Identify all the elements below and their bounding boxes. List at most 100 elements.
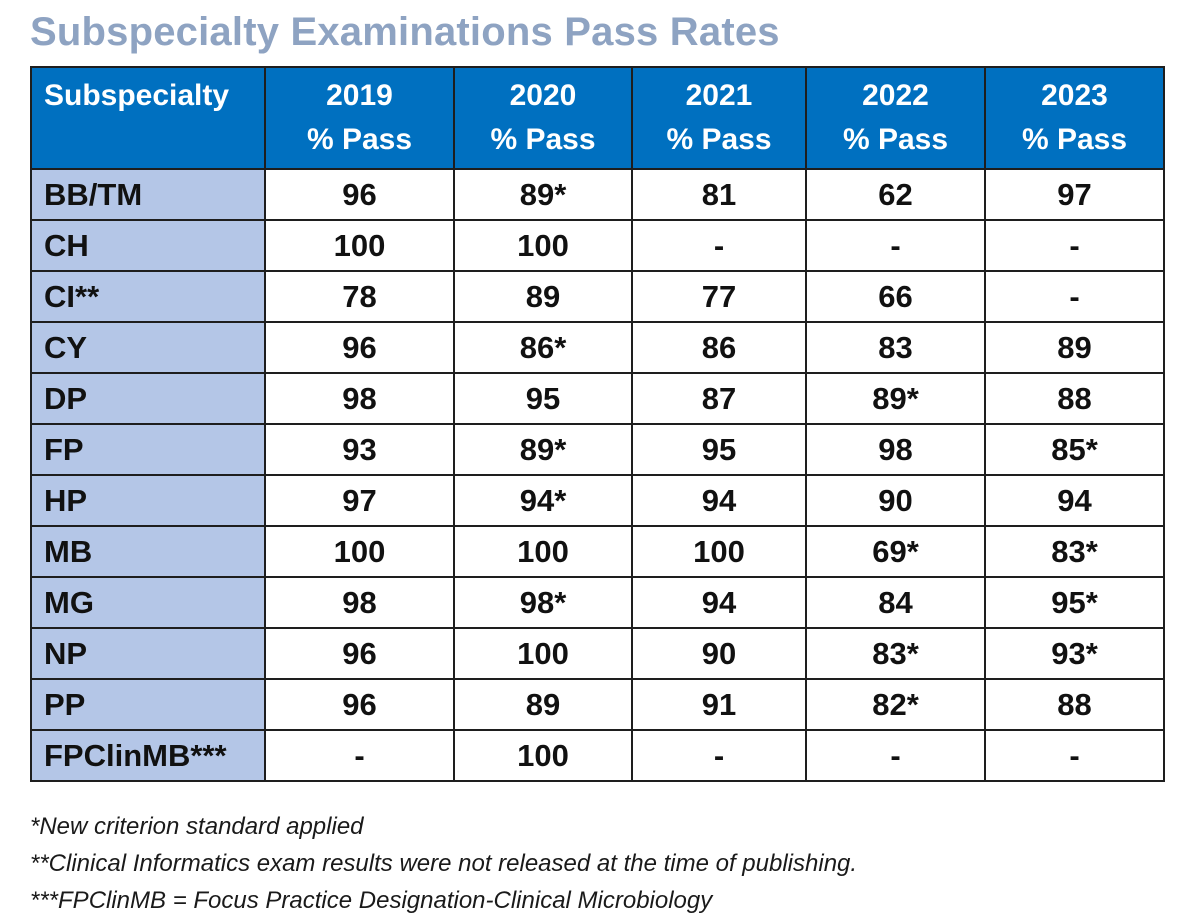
- header-2021: 2021 % Pass: [631, 66, 807, 170]
- pass-rate-cell: -: [984, 729, 1165, 782]
- pass-rate-cell: 89: [453, 270, 633, 323]
- table-row: CI** 78 89 77 66-: [30, 270, 1165, 323]
- pass-rate-cell: 95: [453, 372, 633, 425]
- header-sub: % Pass: [1021, 123, 1128, 156]
- table-row: PP 96 89 91 82* 88: [30, 678, 1165, 731]
- pass-rate-cell: 81: [631, 168, 807, 221]
- pass-rate-cell: 93*: [984, 627, 1165, 680]
- pass-rate-cell: 94: [631, 474, 807, 527]
- pass-rate-cell: 97: [264, 474, 455, 527]
- row-label: DP: [30, 372, 266, 425]
- table-row: MG 98 98* 94 84 95*: [30, 576, 1165, 629]
- header-year: 2023: [1041, 79, 1108, 112]
- pass-rate-cell: 96: [264, 627, 455, 680]
- row-label: FPClinMB***: [30, 729, 266, 782]
- pass-rate-cell: 83: [805, 321, 986, 374]
- pass-rate-cell: 83*: [984, 525, 1165, 578]
- table-row: HP 97 94* 94 90 94: [30, 474, 1165, 527]
- pass-rate-cell: 90: [805, 474, 986, 527]
- pass-rate-cell: 86*: [453, 321, 633, 374]
- pass-rate-cell: 96: [264, 168, 455, 221]
- pass-rate-cell: 95*: [984, 576, 1165, 629]
- pass-rate-cell: 90: [631, 627, 807, 680]
- table-row: MB 100 100 100 69* 83*: [30, 525, 1165, 578]
- table-header-row: Subspecialty 2019 % Pass 2020 % Pass 2021%…: [30, 66, 1165, 170]
- pass-rate-cell: 88: [984, 678, 1165, 731]
- table-row: CY 96 86* 86 83 89: [30, 321, 1165, 374]
- pass-rate-cell: 86: [631, 321, 807, 374]
- header-subspecialty: Subspecialty: [30, 66, 266, 170]
- pass-rate-cell: 89: [984, 321, 1165, 374]
- row-label: MG: [30, 576, 266, 629]
- page-title: Subspecialty Examinations Pass Rates: [30, 10, 780, 54]
- pass-rate-cell: 95: [631, 423, 807, 476]
- footnote: ***FPClinMB = Focus Practice Designation…: [30, 887, 713, 914]
- row-label: CY: [30, 321, 266, 374]
- header-sub: % Pass: [666, 123, 772, 156]
- table-row: FP 93 89* 95 98 85*: [30, 423, 1165, 476]
- pass-rates-table: Subspecialty 2019 % Pass 2020 % Pass 2021%…: [30, 66, 1165, 782]
- pass-rate-cell: 91: [631, 678, 807, 731]
- table-row: CH 100 100- - -: [30, 219, 1165, 272]
- pass-rate-cell: -: [984, 270, 1165, 323]
- pass-rate-cell: 97: [984, 168, 1165, 221]
- row-label: FP: [30, 423, 266, 476]
- row-label: MB: [30, 525, 266, 578]
- footnotes: *New criterion standard applied **Clinic…: [30, 808, 857, 919]
- pass-rate-cell: 100: [453, 525, 633, 578]
- pass-rate-cell: 94: [631, 576, 807, 629]
- row-label: PP: [30, 678, 266, 731]
- header-year: 2020: [509, 79, 577, 112]
- pass-rate-cell: 78: [264, 270, 455, 323]
- pass-rate-cell: 98: [264, 372, 455, 425]
- pass-rate-cell: 96: [264, 678, 455, 731]
- pass-rate-cell: 66: [805, 270, 986, 323]
- header-year: 2021: [685, 79, 753, 112]
- pass-rate-cell: 82*: [805, 678, 986, 731]
- row-label: NP: [30, 627, 266, 680]
- pass-rate-cell: 89*: [453, 423, 633, 476]
- pass-rate-cell: 87: [631, 372, 807, 425]
- pass-rate-cell: 69*: [805, 525, 986, 578]
- pass-rate-cell: 98: [805, 423, 986, 476]
- header-2023: 2023 % Pass: [984, 66, 1165, 170]
- pass-rate-cell: 88: [984, 372, 1165, 425]
- header-sub: % Pass: [490, 123, 596, 156]
- header-2022: 2022 % Pass: [805, 66, 986, 170]
- pass-rate-cell: 93: [264, 423, 455, 476]
- pass-rate-cell: 100: [631, 525, 807, 578]
- pass-rate-cell: 94: [984, 474, 1165, 527]
- pass-rate-cell: -: [631, 729, 807, 782]
- header-sub: % Pass: [842, 123, 949, 156]
- pass-rate-cell: 89*: [805, 372, 986, 425]
- pass-rate-cell: -: [631, 219, 807, 272]
- pass-rate-cell: -: [264, 729, 455, 782]
- pass-rate-cell: 77: [631, 270, 807, 323]
- table-row: NP 96 100 90 83* 93*: [30, 627, 1165, 680]
- row-label: CH: [30, 219, 266, 272]
- table-row: BB/TM 96 89* 81 62 97: [30, 168, 1165, 221]
- table-row: FPClinMB*** -100- - -: [30, 729, 1165, 782]
- pass-rate-cell: -: [805, 729, 986, 782]
- header-year: 2019: [326, 79, 393, 112]
- pass-rate-cell: 96: [264, 321, 455, 374]
- row-label: BB/TM: [30, 168, 266, 221]
- row-label: CI**: [30, 270, 266, 323]
- footnote: **Clinical Informatics exam results were…: [30, 850, 858, 877]
- pass-rate-cell: 89: [453, 678, 633, 731]
- pass-rate-cell: 84: [805, 576, 986, 629]
- table-row: DP 98 95 87 89* 88: [30, 372, 1165, 425]
- footnote: *New criterion standard applied: [30, 813, 364, 840]
- pass-rate-cell: -: [984, 219, 1165, 272]
- header-2020: 2020 % Pass: [453, 66, 633, 170]
- pass-rate-cell: -: [805, 219, 986, 272]
- header-2019: 2019 % Pass: [264, 66, 455, 170]
- pass-rate-cell: 100: [453, 219, 633, 272]
- pass-rate-cell: 100: [453, 729, 633, 782]
- pass-rate-cell: 100: [264, 219, 455, 272]
- pass-rate-cell: 83*: [805, 627, 986, 680]
- pass-rate-cell: 98: [264, 576, 455, 629]
- pass-rate-cell: 62: [805, 168, 986, 221]
- pass-rate-cell: 100: [264, 525, 455, 578]
- pass-rate-cell: 98*: [453, 576, 633, 629]
